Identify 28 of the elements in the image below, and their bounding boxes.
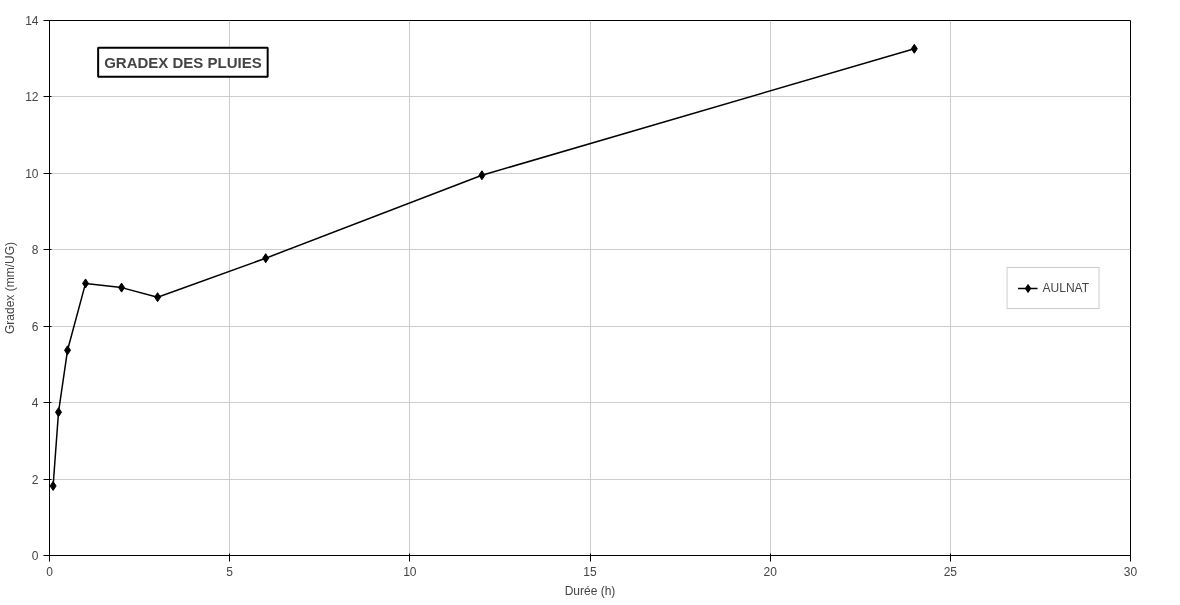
y-tick-label: 2 — [31, 472, 39, 487]
y-tick-label: 0 — [31, 549, 39, 563]
y-tick-label: 4 — [31, 396, 39, 411]
x-axis-title: Durée (h) — [564, 583, 616, 598]
y-tick-label: 10 — [25, 166, 39, 181]
y-tick-label: 12 — [25, 90, 39, 105]
legend-label: AULNAT — [1042, 280, 1089, 295]
point — [154, 292, 162, 303]
x-tick-label: 0 — [46, 564, 54, 579]
point — [910, 43, 918, 54]
point — [262, 253, 270, 264]
y-tick-label: 8 — [31, 243, 39, 258]
x-tick-label: 5 — [226, 564, 234, 579]
y-axis-title: Gradex (mm/UG) — [3, 241, 18, 334]
y-tick-label: 6 — [31, 319, 39, 334]
point — [64, 345, 72, 356]
point — [55, 407, 63, 418]
y-tick-label: 14 — [25, 14, 39, 28]
x-tick-label: 10 — [403, 564, 417, 579]
point — [118, 282, 126, 293]
x-tick-label: 30 — [1123, 564, 1138, 579]
x-tick-label: 15 — [583, 564, 597, 579]
x-tick-label: 25 — [943, 564, 958, 579]
point — [82, 278, 90, 289]
text: GRADEX DES PLUIES — [104, 53, 262, 71]
x-tick-label: 20 — [763, 564, 778, 579]
point — [49, 480, 57, 491]
point — [478, 170, 486, 181]
